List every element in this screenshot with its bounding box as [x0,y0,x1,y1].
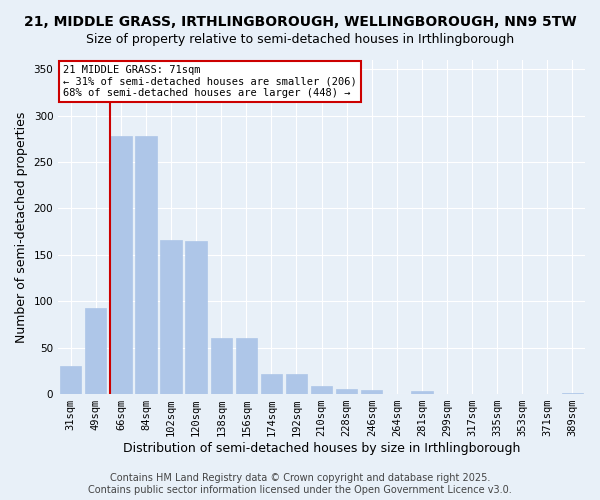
Bar [110,136,131,394]
Bar [236,338,257,394]
Bar [160,240,182,394]
Y-axis label: Number of semi-detached properties: Number of semi-detached properties [15,112,28,342]
Bar [562,393,583,394]
Bar [261,374,282,394]
Text: Contains HM Land Registry data © Crown copyright and database right 2025.
Contai: Contains HM Land Registry data © Crown c… [88,474,512,495]
X-axis label: Distribution of semi-detached houses by size in Irthlingborough: Distribution of semi-detached houses by … [123,442,520,455]
Bar [311,386,332,394]
Text: Size of property relative to semi-detached houses in Irthlingborough: Size of property relative to semi-detach… [86,32,514,46]
Text: 21, MIDDLE GRASS, IRTHLINGBOROUGH, WELLINGBOROUGH, NN9 5TW: 21, MIDDLE GRASS, IRTHLINGBOROUGH, WELLI… [23,15,577,29]
Text: 21 MIDDLE GRASS: 71sqm
← 31% of semi-detached houses are smaller (206)
68% of se: 21 MIDDLE GRASS: 71sqm ← 31% of semi-det… [64,65,357,98]
Bar [411,392,433,394]
Bar [85,308,106,394]
Bar [286,374,307,394]
Bar [361,390,382,394]
Bar [60,366,82,394]
Bar [336,390,358,394]
Bar [185,241,207,394]
Bar [136,136,157,394]
Bar [211,338,232,394]
